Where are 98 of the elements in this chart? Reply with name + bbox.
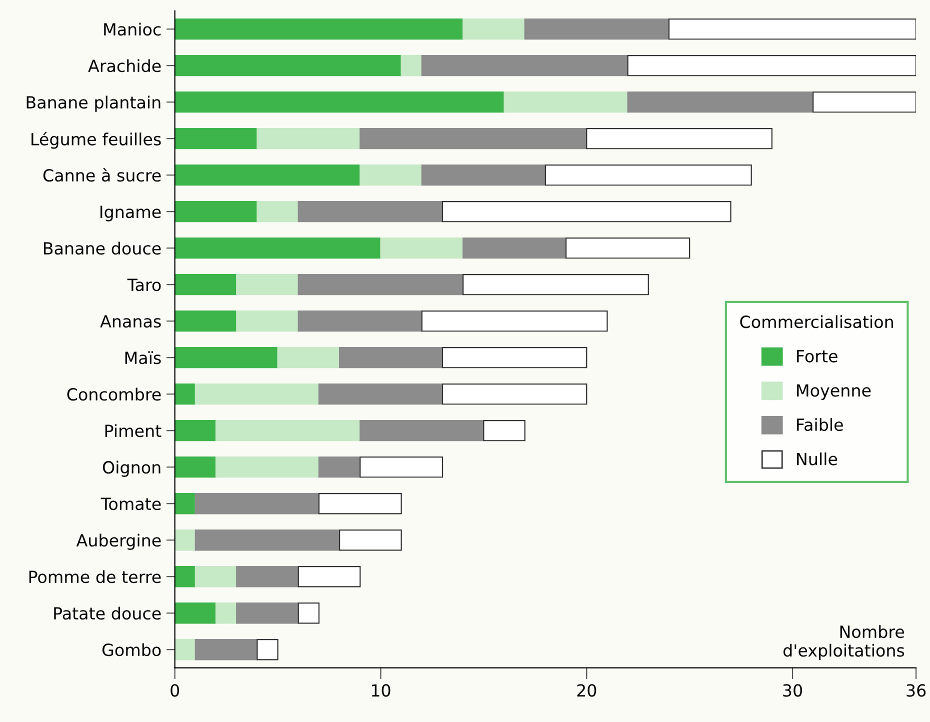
bar	[174, 530, 196, 551]
bar	[236, 566, 299, 588]
bar	[421, 54, 628, 76]
bar	[236, 274, 299, 296]
bar	[586, 128, 772, 150]
y-tick-label: Oignon	[102, 460, 160, 477]
legend-label: Forte	[797, 350, 838, 362]
bar	[194, 384, 320, 405]
bar	[174, 200, 258, 222]
bar	[318, 493, 402, 514]
bar	[565, 237, 690, 259]
y-tick-label: Gombo	[102, 643, 161, 656]
bar	[442, 200, 732, 222]
bar	[400, 54, 422, 76]
y-tick-label: Banane plantain	[26, 96, 160, 112]
y-tick-label: Légume feuilles	[32, 132, 161, 149]
bar	[215, 456, 320, 478]
bar	[174, 128, 258, 150]
bar	[174, 456, 217, 478]
bar	[318, 384, 444, 405]
bar	[380, 237, 464, 259]
bar	[360, 128, 588, 150]
bar	[236, 310, 299, 332]
bar	[194, 639, 258, 660]
legend-label: Nulle	[797, 452, 838, 466]
y-tick-label: Banane douce	[44, 242, 161, 255]
bar	[215, 420, 361, 442]
bar	[298, 274, 464, 296]
bar	[174, 18, 464, 40]
bar	[174, 310, 238, 332]
bar	[298, 566, 361, 588]
y-tick-label: Pomme de terre	[29, 570, 161, 584]
bar	[174, 566, 196, 588]
bar	[668, 18, 916, 40]
bar	[194, 530, 340, 551]
bar	[442, 347, 588, 368]
bar	[627, 54, 916, 76]
bar	[174, 274, 238, 296]
x-tick-label: 10	[372, 684, 390, 697]
bar	[174, 347, 278, 368]
bar	[421, 310, 608, 332]
bar	[298, 602, 320, 624]
bar	[298, 310, 422, 332]
y-tick-label: Aubergine	[76, 534, 161, 550]
y-tick-label: Manioc	[104, 22, 161, 36]
bar	[194, 566, 238, 588]
y-tick-label: Taro	[127, 278, 161, 292]
bar	[174, 493, 196, 514]
bar	[442, 384, 588, 405]
y-tick-label: Igname	[100, 206, 161, 222]
bar	[194, 493, 320, 514]
bar	[421, 164, 546, 186]
legend-label: Faible	[797, 418, 843, 432]
x-tick-label: 30	[783, 684, 802, 697]
bar	[339, 347, 444, 368]
y-tick-label: Canne à sucre	[43, 168, 161, 182]
bar	[256, 200, 299, 222]
bar	[360, 420, 484, 442]
bar	[318, 456, 361, 478]
bar	[360, 164, 422, 186]
x-tick-label: 0	[170, 684, 180, 697]
bar	[174, 91, 505, 113]
bar	[277, 347, 340, 368]
bar	[174, 237, 382, 259]
bar	[256, 128, 361, 150]
bar	[174, 639, 196, 660]
bar	[360, 456, 444, 478]
bar	[174, 420, 217, 442]
x-tick-label: 20	[577, 684, 596, 697]
y-tick-label: Arachide	[88, 59, 161, 72]
x-tick-label: 36	[906, 684, 926, 697]
bar	[627, 91, 814, 113]
bar	[174, 164, 361, 186]
bar	[339, 530, 402, 551]
bar	[174, 54, 402, 76]
y-tick-label: Maïs	[125, 351, 161, 364]
bar	[462, 18, 526, 40]
bar	[462, 274, 649, 296]
y-tick-label: Tomate	[100, 498, 161, 510]
y-tick-label: Concombre	[67, 388, 161, 401]
bar	[298, 200, 444, 222]
y-tick-label: Patate douce	[54, 606, 161, 620]
x-axis-title: Nombre d'exploitations	[783, 625, 904, 660]
bar	[256, 639, 278, 660]
y-tick-label: Ananas	[100, 315, 161, 328]
bar	[524, 18, 670, 40]
bar	[174, 602, 217, 624]
bar	[812, 91, 916, 113]
bar	[544, 164, 752, 186]
legend-title: Commercialisation	[740, 315, 893, 328]
y-tick-label: Piment	[105, 424, 162, 438]
bar	[462, 237, 567, 259]
bar	[236, 602, 299, 624]
bar	[483, 420, 526, 442]
bar	[504, 91, 628, 113]
bar	[174, 384, 196, 405]
bar	[215, 602, 238, 624]
legend-label: Moyenne	[797, 384, 871, 400]
